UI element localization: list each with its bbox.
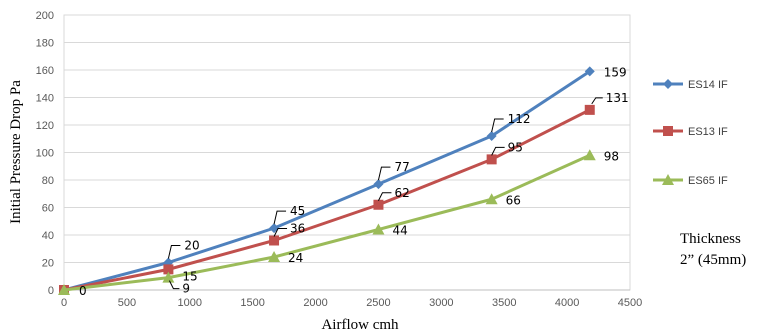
series-es65-if bbox=[58, 149, 596, 295]
data-label: 0 bbox=[79, 284, 87, 298]
data-point bbox=[486, 131, 497, 141]
data-label: 24 bbox=[288, 251, 303, 265]
y-tick-label: 100 bbox=[36, 148, 54, 160]
series-line bbox=[63, 108, 591, 292]
gridlines bbox=[63, 14, 631, 291]
leader-line bbox=[273, 228, 288, 237]
x-tick-label: 4000 bbox=[555, 297, 579, 309]
data-label: 20 bbox=[184, 239, 199, 253]
data-point bbox=[584, 66, 595, 77]
leader-line bbox=[168, 280, 180, 290]
data-label: 15 bbox=[182, 269, 197, 283]
leader-line bbox=[273, 210, 287, 225]
data-label: 9 bbox=[182, 282, 190, 296]
series-line bbox=[63, 70, 591, 292]
data-point bbox=[58, 284, 70, 295]
data-label: 95 bbox=[508, 140, 523, 154]
legend: ES14 IF ES13 IF ES65 IF bbox=[653, 79, 728, 187]
y-tick-label: 20 bbox=[42, 258, 54, 270]
data-label: 77 bbox=[394, 160, 409, 174]
data-label: 44 bbox=[392, 224, 407, 238]
leader-line bbox=[491, 118, 504, 133]
x-tick-label: 3000 bbox=[429, 297, 453, 309]
y-tick-label: 160 bbox=[36, 65, 54, 77]
x-tick-label: 2000 bbox=[303, 297, 327, 309]
data-point bbox=[162, 271, 175, 283]
y-tick-label: 80 bbox=[42, 175, 54, 187]
series-line bbox=[63, 153, 591, 292]
data-label: 45 bbox=[290, 204, 305, 218]
data-point bbox=[373, 199, 384, 210]
y-tick-label: 200 bbox=[36, 10, 54, 22]
data-point bbox=[373, 179, 384, 190]
x-tick-label: 2500 bbox=[366, 297, 390, 309]
x-axis-title: Airflow cmh bbox=[321, 317, 399, 333]
thickness-label: Thickness bbox=[680, 231, 741, 247]
data-point bbox=[268, 251, 281, 262]
data-label: 112 bbox=[508, 112, 531, 126]
leader-line bbox=[167, 245, 181, 259]
data-point bbox=[163, 264, 174, 275]
legend-item: ES13 IF bbox=[653, 126, 728, 138]
data-point bbox=[584, 104, 595, 115]
legend-label: ES13 IF bbox=[688, 126, 728, 138]
y-tick-label: 180 bbox=[36, 38, 54, 50]
y-tick-label: 0 bbox=[48, 285, 54, 297]
thickness-value: 2” (45mm) bbox=[680, 252, 746, 268]
data-point bbox=[372, 223, 385, 235]
data-point bbox=[269, 235, 280, 246]
data-labels: 0 20 45 77 112 159 15 36 62 95 131 9 24 44 66 98 bbox=[79, 65, 629, 298]
x-tick-label: 500 bbox=[118, 297, 136, 309]
y-axis-title: Initial Pressure Drop Pa bbox=[8, 80, 24, 224]
leader-line bbox=[377, 166, 391, 181]
y-tick-label: 140 bbox=[36, 93, 54, 105]
series-es14-if bbox=[59, 66, 595, 295]
data-label: 98 bbox=[604, 149, 619, 163]
data-label: 36 bbox=[290, 222, 305, 236]
leader-line bbox=[377, 192, 392, 201]
x-tick-label: 3500 bbox=[492, 297, 516, 309]
data-label: 131 bbox=[606, 91, 629, 105]
y-tick-label: 40 bbox=[42, 230, 54, 242]
x-tick-label: 1500 bbox=[240, 297, 264, 309]
data-point bbox=[486, 154, 497, 165]
legend-marker bbox=[663, 126, 673, 136]
legend-marker bbox=[662, 174, 674, 185]
leader-line bbox=[591, 97, 603, 105]
x-tick-label: 0 bbox=[61, 297, 67, 309]
data-point bbox=[485, 193, 498, 205]
x-tick-label: 4500 bbox=[618, 297, 642, 309]
data-label: 66 bbox=[506, 193, 521, 207]
leader-line bbox=[491, 146, 505, 156]
data-label: 62 bbox=[394, 186, 409, 200]
legend-item: ES14 IF bbox=[653, 79, 728, 91]
legend-marker bbox=[663, 79, 673, 89]
data-point bbox=[583, 149, 596, 161]
legend-item: ES65 IF bbox=[653, 174, 728, 187]
legend-label: ES65 IF bbox=[688, 175, 728, 187]
y-tick-label: 120 bbox=[36, 120, 54, 132]
data-point bbox=[269, 223, 280, 234]
x-tick-label: 1000 bbox=[178, 297, 202, 309]
data-label: 159 bbox=[604, 65, 627, 79]
series-layer bbox=[58, 66, 596, 295]
legend-label: ES14 IF bbox=[688, 79, 728, 91]
y-tick-label: 60 bbox=[42, 203, 54, 215]
